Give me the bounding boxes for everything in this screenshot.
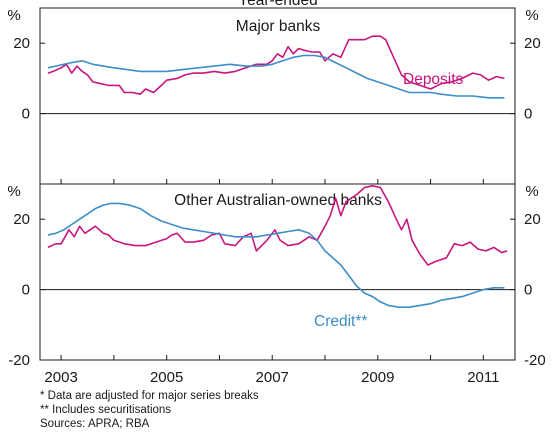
y-tick-label-left: 0 (22, 106, 30, 123)
series-label-deposits: Deposits (403, 71, 464, 88)
x-tick-label: 2007 (256, 369, 289, 386)
y-unit-right-bottom: % (525, 183, 538, 200)
y-tick-label-left: 0 (22, 282, 30, 299)
panel-title-major-banks: Major banks (236, 18, 321, 35)
series-line-credit (47, 54, 505, 99)
y-tick-label-left: 20 (13, 35, 30, 52)
y-tick-label-right: 0 (524, 282, 532, 299)
y-unit-left-bottom: % (7, 183, 20, 200)
series-line-deposits (47, 185, 508, 266)
note-securitisations: ** Includes securitisations (40, 404, 172, 416)
sources-note: Sources: APRA; RBA (40, 418, 150, 430)
y-tick-label-right: 20 (524, 35, 541, 52)
x-tick-label: 2005 (150, 369, 183, 386)
series-line-deposits (47, 35, 505, 95)
note-series-breaks: * Data are adjusted for major series bre… (40, 390, 259, 402)
y-tick-label-left: 20 (13, 211, 30, 228)
x-tick-label: 2003 (44, 369, 77, 386)
y-unit-left-top: % (7, 7, 20, 24)
y-unit-right-top: % (525, 7, 538, 24)
y-tick-label-right: 0 (524, 106, 532, 123)
y-tick-label-right: 20 (524, 211, 541, 228)
series-label-credit: Credit** (314, 313, 367, 330)
y-tick-label-right: -20 (524, 352, 546, 369)
y-tick-label-left: -20 (8, 352, 30, 369)
chart-header-text: Year-ended (238, 0, 318, 9)
panel-title-other-banks: Other Australian-owned banks (174, 192, 382, 209)
series-line-credit (47, 202, 505, 308)
x-tick-label: 2009 (361, 369, 394, 386)
chart-notes: * Data are adjusted for major series bre… (40, 389, 259, 431)
x-tick-label: 2011 (467, 369, 499, 386)
